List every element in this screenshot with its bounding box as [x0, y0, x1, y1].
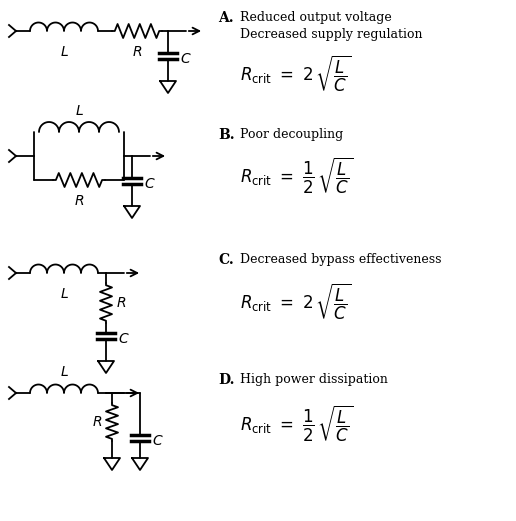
Text: $R_{\mathrm{crit}}\ =\ 2\,\sqrt{\dfrac{L}{C}}$: $R_{\mathrm{crit}}\ =\ 2\,\sqrt{\dfrac{L…: [240, 53, 351, 93]
Text: $L$: $L$: [59, 45, 69, 59]
Text: $L$: $L$: [59, 287, 69, 301]
Text: $R$: $R$: [74, 194, 84, 208]
Text: $L$: $L$: [59, 365, 69, 379]
Text: D.: D.: [218, 373, 234, 387]
Text: $R$: $R$: [92, 415, 102, 429]
Text: Poor decoupling: Poor decoupling: [240, 128, 343, 141]
Text: A.: A.: [218, 11, 234, 25]
Text: $C$: $C$: [152, 434, 164, 448]
Text: $R_{\mathrm{crit}}\ =\ \dfrac{1}{2}\,\sqrt{\dfrac{L}{C}}$: $R_{\mathrm{crit}}\ =\ \dfrac{1}{2}\,\sq…: [240, 156, 353, 196]
Text: $L$: $L$: [74, 104, 84, 118]
Text: $C$: $C$: [180, 52, 191, 66]
Text: $R_{\mathrm{crit}}\ =\ \dfrac{1}{2}\,\sqrt{\dfrac{L}{C}}$: $R_{\mathrm{crit}}\ =\ \dfrac{1}{2}\,\sq…: [240, 403, 353, 443]
Text: Decreased bypass effectiveness: Decreased bypass effectiveness: [240, 253, 442, 266]
Text: High power dissipation: High power dissipation: [240, 373, 388, 386]
Text: $R$: $R$: [116, 296, 126, 310]
Text: $C$: $C$: [118, 332, 130, 346]
Text: $C$: $C$: [144, 177, 156, 191]
Text: $R_{\mathrm{crit}}\ =\ 2\,\sqrt{\dfrac{L}{C}}$: $R_{\mathrm{crit}}\ =\ 2\,\sqrt{\dfrac{L…: [240, 281, 351, 321]
Text: B.: B.: [218, 128, 235, 142]
Text: $R$: $R$: [132, 45, 142, 59]
Text: C.: C.: [218, 253, 234, 267]
Text: Decreased supply regulation: Decreased supply regulation: [240, 28, 423, 41]
Text: Reduced output voltage: Reduced output voltage: [240, 11, 392, 24]
